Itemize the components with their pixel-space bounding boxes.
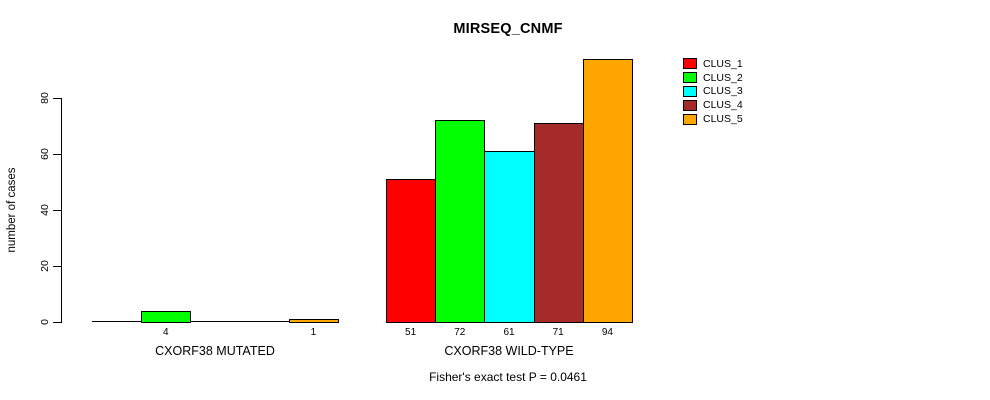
legend-label: CLUS_5: [703, 113, 743, 126]
y-tick-mark: [53, 153, 61, 155]
bar-clus_2-group1: [141, 310, 192, 323]
legend-label: CLUS_2: [703, 71, 743, 84]
y-tick-label: 40: [39, 204, 51, 216]
legend-swatch: [683, 85, 697, 97]
legend-swatch: [683, 113, 697, 125]
y-tick-mark: [53, 321, 61, 323]
y-tick-label: 0: [39, 319, 51, 325]
bar-value-label: 94: [601, 327, 613, 338]
legend-swatch: [683, 58, 697, 70]
legend-label: CLUS_4: [703, 99, 743, 112]
legend: CLUS_1 CLUS_2 CLUS_3 CLUS_4 CLUS_5: [683, 57, 743, 126]
legend-swatch: [683, 72, 697, 84]
x-axis-group-label: CXORF38 MUTATED: [155, 344, 275, 358]
legend-item-clus_4: CLUS_4: [683, 98, 743, 112]
bar-clus_2-group2: [435, 120, 486, 323]
x-axis-group-label: CXORF38 WILD-TYPE: [444, 344, 574, 358]
bar-clus_4-group2: [533, 123, 584, 323]
bar-value-label: 51: [405, 327, 417, 338]
legend-item-clus_2: CLUS_2: [683, 71, 743, 85]
legend-swatch: [683, 99, 697, 111]
chart-title: MIRSEQ_CNMF: [453, 21, 563, 37]
y-tick-label: 60: [39, 148, 51, 160]
bar-value-label: 72: [454, 327, 466, 338]
y-tick-mark: [53, 265, 61, 267]
y-axis-label: number of cases: [6, 167, 18, 253]
bar-clus_1-group2: [386, 179, 437, 323]
fisher-test-annotation: Fisher's exact test P = 0.0461: [429, 370, 587, 384]
bar-clus_3-group2: [484, 151, 535, 323]
group-baseline: [92, 321, 338, 322]
bar-value-label: 1: [310, 327, 317, 338]
legend-item-clus_5: CLUS_5: [683, 112, 743, 126]
bar-value-label: 61: [503, 327, 515, 338]
y-tick-mark: [53, 97, 61, 99]
legend-label: CLUS_1: [703, 57, 743, 70]
bar-value-label: 71: [552, 327, 564, 338]
legend-label: CLUS_3: [703, 85, 743, 98]
legend-item-clus_1: CLUS_1: [683, 57, 743, 71]
y-tick-mark: [53, 209, 61, 211]
bar-clus_5-group2: [582, 58, 633, 323]
y-tick-label: 80: [39, 92, 51, 104]
y-axis-line: [61, 98, 62, 323]
y-tick-label: 20: [39, 260, 51, 272]
bar-value-label: 4: [163, 327, 169, 338]
legend-item-clus_3: CLUS_3: [683, 85, 743, 99]
bar-clus_5-group1: [288, 319, 339, 323]
